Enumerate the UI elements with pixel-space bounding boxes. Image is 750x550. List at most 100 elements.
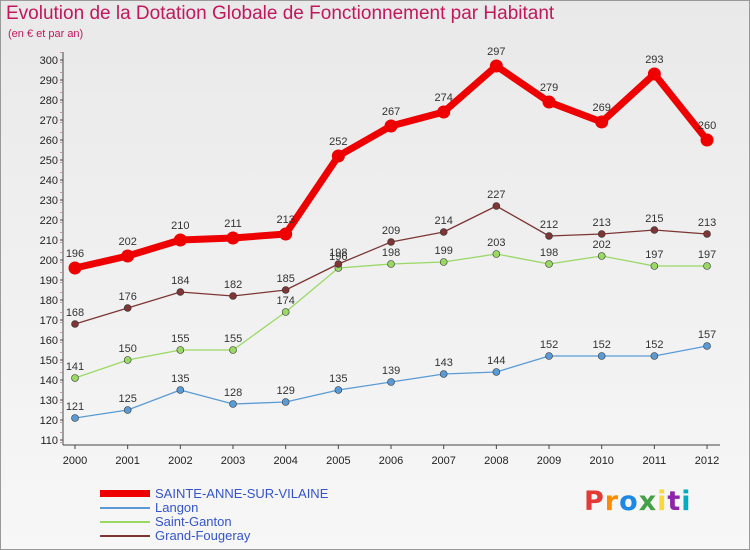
data-point (597, 230, 606, 238)
data-point (650, 352, 659, 360)
data-label: 196 (66, 248, 84, 260)
data-point (384, 119, 398, 133)
data-label: 144 (487, 355, 505, 367)
data-label: 135 (171, 373, 189, 385)
y-tick-label: 190 (40, 275, 58, 287)
data-label: 210 (171, 220, 189, 232)
data-point (650, 262, 659, 270)
data-point (597, 252, 606, 260)
data-label: 267 (382, 106, 400, 118)
data-label: 155 (171, 333, 189, 345)
data-point (331, 149, 345, 163)
data-label: 155 (224, 333, 242, 345)
data-label: 203 (487, 237, 505, 249)
data-label: 157 (698, 329, 716, 341)
data-label: 196 (329, 251, 347, 263)
y-tick-label: 290 (40, 75, 58, 87)
proxiti-logo: Proxiti (584, 486, 692, 517)
data-point (545, 232, 553, 240)
data-label: 143 (435, 357, 453, 369)
logo-letter: t (667, 486, 682, 517)
data-label: 211 (224, 218, 242, 230)
x-tick-label: 2009 (537, 455, 561, 467)
y-tick-label: 110 (40, 435, 58, 447)
data-point (123, 406, 132, 414)
x-tick-label: 2001 (115, 455, 139, 467)
data-label: 121 (66, 401, 84, 413)
series-layer (68, 59, 714, 422)
data-label: 184 (171, 275, 189, 287)
y-tick-label: 130 (40, 395, 58, 407)
y-tick-label: 170 (40, 315, 58, 327)
series-line-sainte-anne-sur-vilaine (71, 62, 711, 272)
logo-letter: o (619, 486, 639, 517)
data-labels-layer: 121 125 135 128 129 135 139 143 144 152 152 152 157 1… (66, 46, 716, 413)
data-label: 150 (118, 343, 136, 355)
data-point (176, 386, 185, 394)
x-tick-label: 2005 (326, 455, 350, 467)
data-label: 279 (540, 82, 558, 94)
data-point (279, 227, 293, 241)
y-tick-label: 230 (40, 195, 58, 207)
data-point (71, 320, 79, 328)
x-tick-label: 2012 (695, 455, 719, 467)
x-tick-label: 2011 (643, 455, 667, 467)
logo-letter: x (638, 486, 658, 517)
y-tick-label: 210 (40, 235, 58, 247)
data-label: 209 (382, 225, 400, 237)
data-label: 213 (698, 217, 716, 229)
legend-label: Langon (155, 500, 199, 515)
data-point (71, 414, 79, 422)
x-tick-label: 2002 (168, 455, 192, 467)
data-point (439, 228, 448, 236)
data-point (123, 356, 132, 364)
y-tick-label: 120 (40, 415, 58, 427)
data-label: 198 (540, 247, 558, 259)
data-point (545, 352, 553, 360)
chart-title: Evolution de la Dotation Globale de Fonc… (6, 3, 555, 24)
data-label: 135 (329, 373, 347, 385)
x-tick-label: 2004 (273, 455, 297, 467)
data-label: 174 (277, 295, 295, 307)
y-tick-label: 220 (40, 215, 58, 227)
data-point (176, 288, 185, 296)
x-tick-label: 2003 (221, 455, 245, 467)
data-point (542, 95, 556, 109)
data-point (703, 262, 711, 270)
data-label: 168 (66, 307, 84, 319)
data-point (334, 260, 343, 268)
data-label: 152 (645, 339, 663, 351)
logo-letter: i (681, 486, 692, 517)
data-point (439, 258, 448, 266)
data-point (387, 238, 395, 246)
data-point (439, 370, 448, 378)
y-tick-label: 150 (40, 355, 58, 367)
data-label: 185 (277, 273, 295, 285)
data-label: 199 (435, 245, 453, 257)
data-label: 125 (118, 393, 136, 405)
legend-swatch (100, 535, 150, 537)
legend-label: Grand-Fougeray (155, 528, 251, 543)
data-label: 197 (698, 249, 716, 261)
data-point (387, 378, 395, 386)
legend-label: Saint-Ganton (155, 514, 232, 529)
data-point (121, 249, 135, 263)
data-label: 129 (277, 385, 295, 397)
data-point (595, 115, 609, 129)
data-label: 274 (435, 92, 453, 104)
data-point (281, 398, 290, 406)
data-point (229, 292, 237, 300)
data-label: 128 (224, 387, 242, 399)
x-tick-label: 2010 (589, 455, 613, 467)
chart-subtitle: (en € et par an) (8, 28, 84, 40)
logo-letter: r (604, 486, 620, 517)
y-tick-label: 270 (40, 115, 58, 127)
data-point (334, 386, 343, 394)
y-tick-label: 300 (40, 55, 58, 67)
data-point (281, 308, 290, 316)
data-label: 213 (593, 217, 611, 229)
data-point (229, 346, 237, 354)
x-tick-label: 2006 (379, 455, 403, 467)
